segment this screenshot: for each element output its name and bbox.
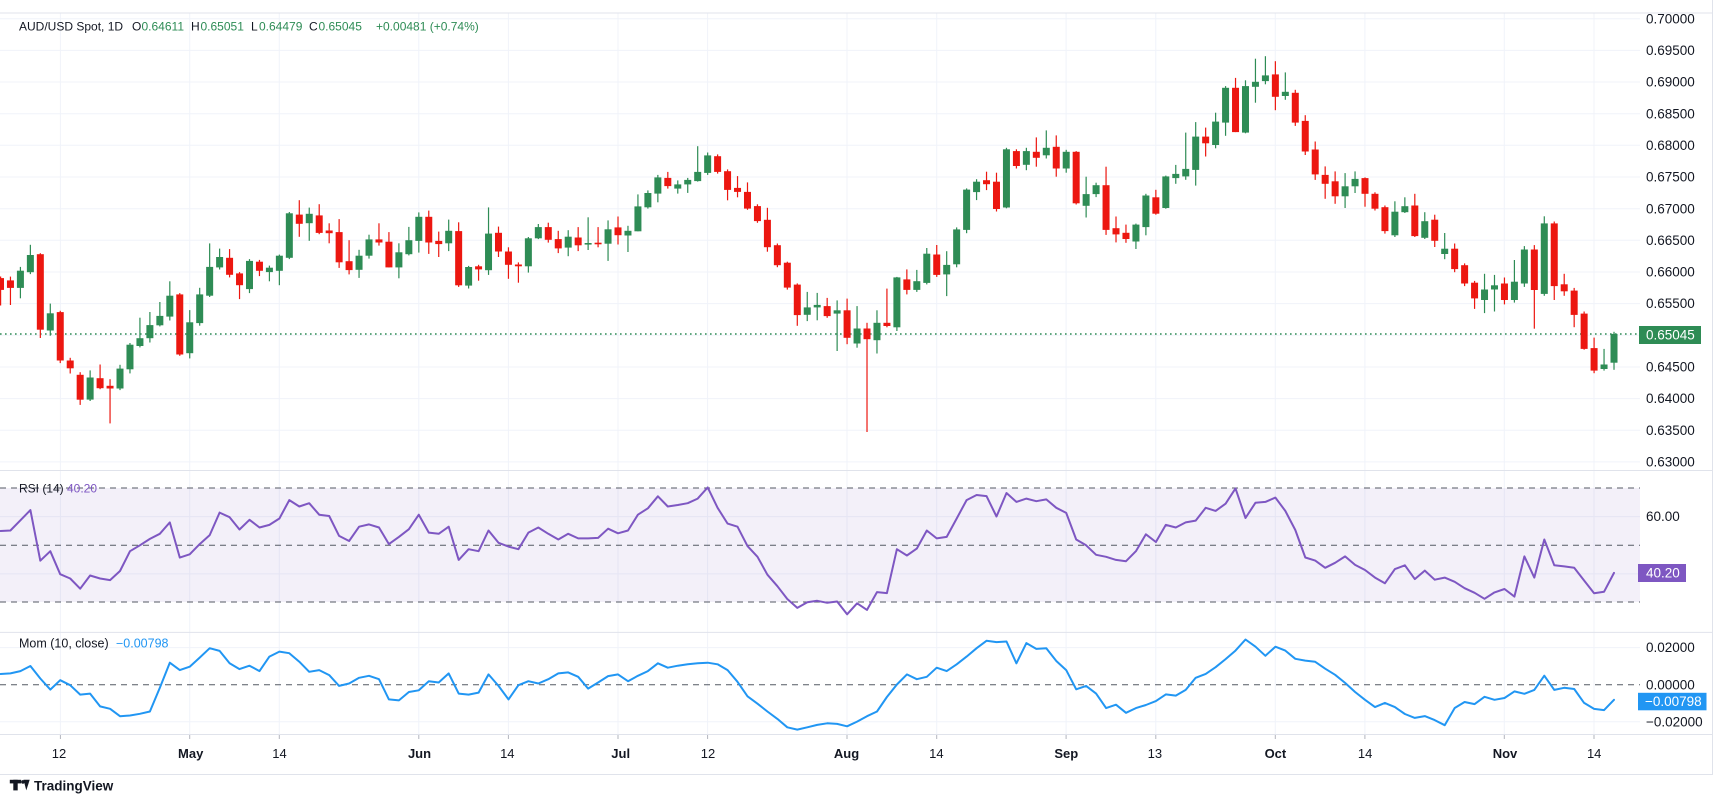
svg-text:14: 14 (1358, 746, 1372, 761)
svg-text:May: May (178, 746, 204, 761)
svg-text:14: 14 (500, 746, 514, 761)
svg-text:0.63500: 0.63500 (1646, 423, 1695, 438)
svg-text:0.68500: 0.68500 (1646, 106, 1695, 121)
svg-text:0.67500: 0.67500 (1646, 170, 1695, 185)
svg-text:0.66000: 0.66000 (1646, 265, 1695, 280)
svg-text:C: C (309, 20, 318, 34)
svg-text:0.69000: 0.69000 (1646, 75, 1695, 90)
svg-text:−0.02000: −0.02000 (1646, 714, 1703, 729)
svg-text:0.64000: 0.64000 (1646, 391, 1695, 406)
svg-text:−0.00798: −0.00798 (1645, 694, 1702, 709)
svg-text:Oct: Oct (1265, 746, 1287, 761)
svg-text:0.69500: 0.69500 (1646, 43, 1695, 58)
svg-text:0.64500: 0.64500 (1646, 360, 1695, 375)
svg-text:0.66500: 0.66500 (1646, 233, 1695, 248)
svg-text:60.00: 60.00 (1646, 509, 1680, 524)
svg-text:Mom (10, close): Mom (10, close) (19, 637, 109, 651)
svg-text:0.65051: 0.65051 (201, 20, 245, 34)
svg-text:L: L (251, 20, 258, 34)
svg-text:−0.00798: −0.00798 (116, 637, 169, 651)
svg-text:0.00000: 0.00000 (1646, 677, 1695, 692)
svg-text:40.20: 40.20 (67, 482, 97, 496)
svg-text:Aug: Aug (834, 746, 859, 761)
svg-text:RSI (14): RSI (14) (19, 482, 64, 496)
svg-text:0.63000: 0.63000 (1646, 455, 1695, 470)
svg-text:AUD/USD Spot, 1D: AUD/USD Spot, 1D (19, 20, 123, 34)
svg-text:13: 13 (1148, 746, 1162, 761)
svg-text:0.65500: 0.65500 (1646, 296, 1695, 311)
svg-text:0.64611: 0.64611 (142, 20, 185, 34)
svg-text:TradingView: TradingView (34, 779, 114, 794)
svg-text:0.67000: 0.67000 (1646, 201, 1695, 216)
svg-text:14: 14 (1587, 746, 1601, 761)
svg-text:0.64479: 0.64479 (259, 20, 303, 34)
svg-text:0.70000: 0.70000 (1646, 11, 1695, 26)
svg-text:Sep: Sep (1054, 746, 1078, 761)
svg-text:0.65045: 0.65045 (319, 20, 363, 34)
svg-text:12: 12 (701, 746, 715, 761)
svg-text:Nov: Nov (1493, 746, 1518, 761)
svg-text:+0.00481 (+0.74%): +0.00481 (+0.74%) (376, 20, 479, 34)
svg-text:14: 14 (272, 746, 286, 761)
svg-text:H: H (191, 20, 200, 34)
svg-text:O: O (132, 20, 141, 34)
svg-text:Jun: Jun (408, 746, 431, 761)
svg-text:12: 12 (52, 746, 66, 761)
svg-text:0.02000: 0.02000 (1646, 640, 1695, 655)
svg-text:14: 14 (929, 746, 943, 761)
svg-text:0.68000: 0.68000 (1646, 138, 1695, 153)
svg-text:40.20: 40.20 (1646, 566, 1680, 581)
svg-text:0.65045: 0.65045 (1646, 328, 1695, 343)
svg-text:Jul: Jul (611, 746, 630, 761)
